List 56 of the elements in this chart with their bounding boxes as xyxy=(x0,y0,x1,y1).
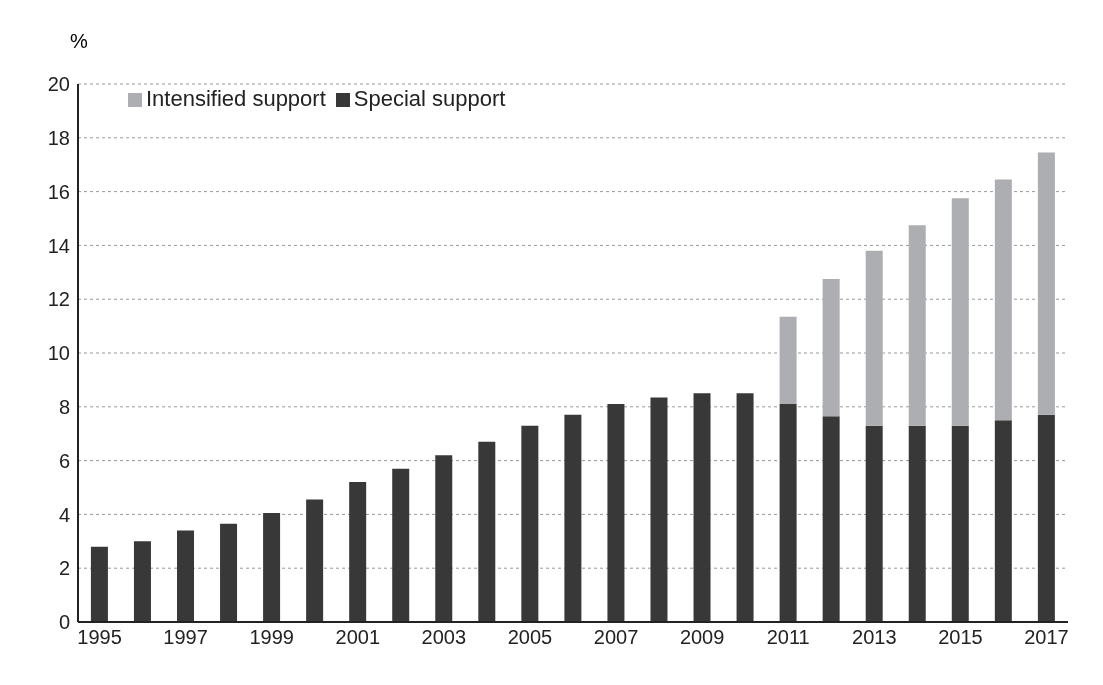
bar xyxy=(822,279,840,417)
y-tick-label: 20 xyxy=(47,73,70,96)
x-tick-label: 2013 xyxy=(852,626,897,649)
bar xyxy=(865,250,883,426)
y-tick-label: 16 xyxy=(47,180,70,203)
bar xyxy=(908,225,926,426)
bar xyxy=(736,393,754,622)
x-tick-label: 2015 xyxy=(938,626,983,649)
y-tick-label: 4 xyxy=(58,503,70,526)
legend-label: Intensified support xyxy=(146,86,326,111)
bar xyxy=(521,425,539,622)
bar xyxy=(220,523,238,622)
bar xyxy=(435,455,453,622)
legend-label: Special support xyxy=(353,86,506,111)
bar xyxy=(177,530,194,622)
y-tick-label: 14 xyxy=(47,234,70,257)
bar xyxy=(90,546,108,622)
x-tick-label: 2017 xyxy=(1024,626,1069,649)
bar xyxy=(779,404,797,622)
bar xyxy=(564,414,582,622)
bar xyxy=(392,468,410,622)
y-tick-label: 2 xyxy=(58,557,70,580)
x-tick-label: 1999 xyxy=(249,626,294,649)
x-tick-label: 2003 xyxy=(421,626,467,649)
bar xyxy=(263,513,281,622)
x-tick-label: 1995 xyxy=(77,626,122,649)
bar xyxy=(822,416,840,622)
bar xyxy=(994,420,1012,622)
y-tick-label: 0 xyxy=(58,611,70,634)
x-tick-label: 2009 xyxy=(679,626,725,649)
bar xyxy=(478,441,496,622)
bar xyxy=(779,316,797,405)
y-tick-label: 12 xyxy=(47,288,70,311)
bar xyxy=(1037,152,1055,415)
bar xyxy=(349,482,367,622)
bar xyxy=(133,541,151,622)
bar xyxy=(1037,414,1055,622)
bar xyxy=(865,425,883,622)
y-axis-title: % xyxy=(70,30,88,53)
bar xyxy=(650,397,668,622)
x-tick-label: 2001 xyxy=(335,626,381,649)
x-tick-label: 2005 xyxy=(507,626,553,649)
x-tick-label: 2011 xyxy=(766,626,810,649)
x-tick-label: 1997 xyxy=(163,626,208,649)
y-tick-label: 6 xyxy=(58,449,70,472)
bar xyxy=(908,425,926,622)
bar xyxy=(994,179,1012,421)
bar xyxy=(693,393,711,622)
y-tick-label: 10 xyxy=(47,342,70,365)
y-tick-label: 18 xyxy=(47,126,70,149)
bar xyxy=(306,499,324,622)
bar xyxy=(951,425,969,622)
bar xyxy=(607,404,625,622)
bar xyxy=(951,198,969,426)
y-tick-label: 8 xyxy=(58,395,70,418)
x-tick-label: 2007 xyxy=(593,626,639,649)
